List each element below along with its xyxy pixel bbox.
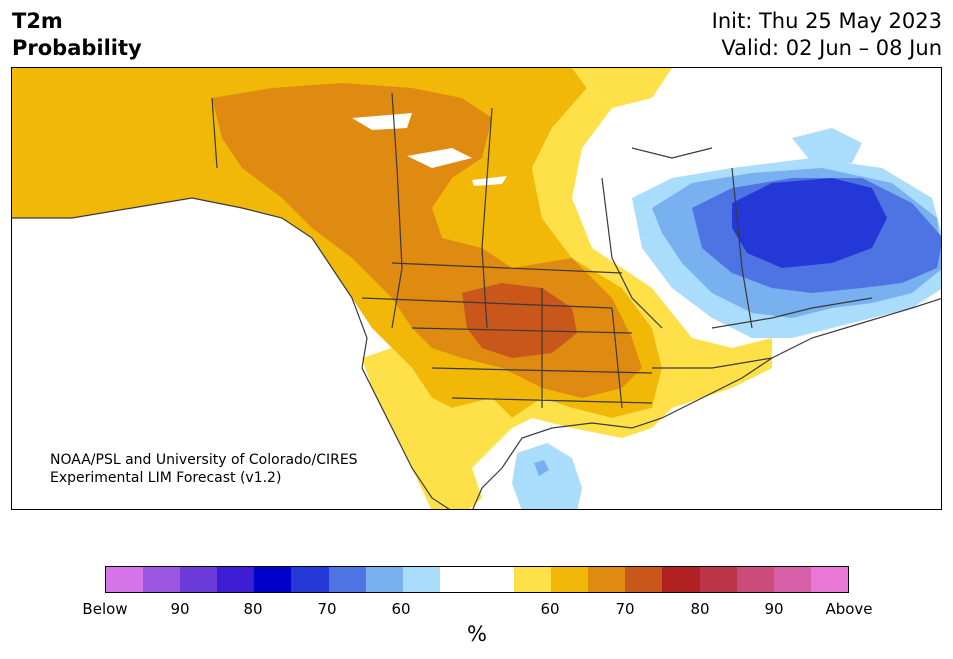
colorbar-segment [551, 567, 589, 592]
colorbar-segment [625, 567, 663, 592]
colorbar-tick-label: 80 [243, 600, 263, 618]
colorbar-segment [328, 567, 366, 592]
credit-line-2: Experimental LIM Forecast (v1.2) [50, 470, 282, 486]
gulf-mid-blue [534, 460, 549, 476]
colorbar-segment [736, 567, 774, 592]
colorbar [105, 566, 849, 593]
colorbar-tick-label: 70 [317, 600, 337, 618]
hudson-light-blue [792, 128, 862, 163]
colorbar-tick-label: Below [82, 600, 128, 618]
colorbar-segment [365, 567, 403, 592]
map-svg [12, 68, 941, 509]
colorbar-tick-label: 60 [540, 600, 560, 618]
colorbar-segment [476, 567, 515, 592]
colorbar-segment [180, 567, 218, 592]
colorbar-segment [773, 567, 811, 592]
colorbar-tick-label: 60 [391, 600, 411, 618]
credit-text: NOAA/PSL and University of Colorado/CIRE… [50, 451, 358, 487]
init-date: Init: Thu 25 May 2023 [711, 9, 942, 33]
colorbar-tick-label: 80 [690, 600, 710, 618]
colorbar-segment [291, 567, 329, 592]
colorbar-segment [514, 567, 552, 592]
colorbar-segment [588, 567, 626, 592]
colorbar-segment [106, 567, 144, 592]
colorbar-segment [217, 567, 255, 592]
colorbar-tick-label: Above [825, 600, 873, 618]
colorbar-segment [402, 567, 440, 592]
colorbar-segment [439, 567, 477, 592]
yellow-region [362, 88, 772, 509]
yellow-north-fringe [572, 68, 672, 108]
valid-range: Valid: 02 Jun – 08 Jun [721, 36, 942, 60]
forecast-map: NOAA/PSL and University of Colorado/CIRE… [11, 67, 942, 510]
colorbar-unit: % [467, 622, 487, 646]
colorbar-tick-label: 70 [615, 600, 635, 618]
gulf-light-blue [512, 443, 582, 509]
lake-1 [352, 113, 412, 130]
map-title: T2m Probability [12, 8, 142, 62]
colorbar-tick-label: 90 [170, 600, 190, 618]
dark-orange-region [462, 283, 577, 358]
dark-blue-region [732, 178, 887, 268]
colorbar-segment [699, 567, 737, 592]
colorbar-segment [143, 567, 181, 592]
title-line-1: T2m [12, 9, 63, 33]
credit-line-1: NOAA/PSL and University of Colorado/CIRE… [50, 452, 358, 468]
colorbar-segment [810, 567, 848, 592]
date-info: Init: Thu 25 May 2023 Valid: 02 Jun – 08… [712, 8, 942, 62]
colorbar-segment [662, 567, 700, 592]
colorbar-segment [254, 567, 292, 592]
colorbar-tick-label: 90 [764, 600, 784, 618]
title-line-2: Probability [12, 36, 142, 60]
lake-3 [472, 176, 507, 186]
lake-2 [407, 148, 472, 168]
